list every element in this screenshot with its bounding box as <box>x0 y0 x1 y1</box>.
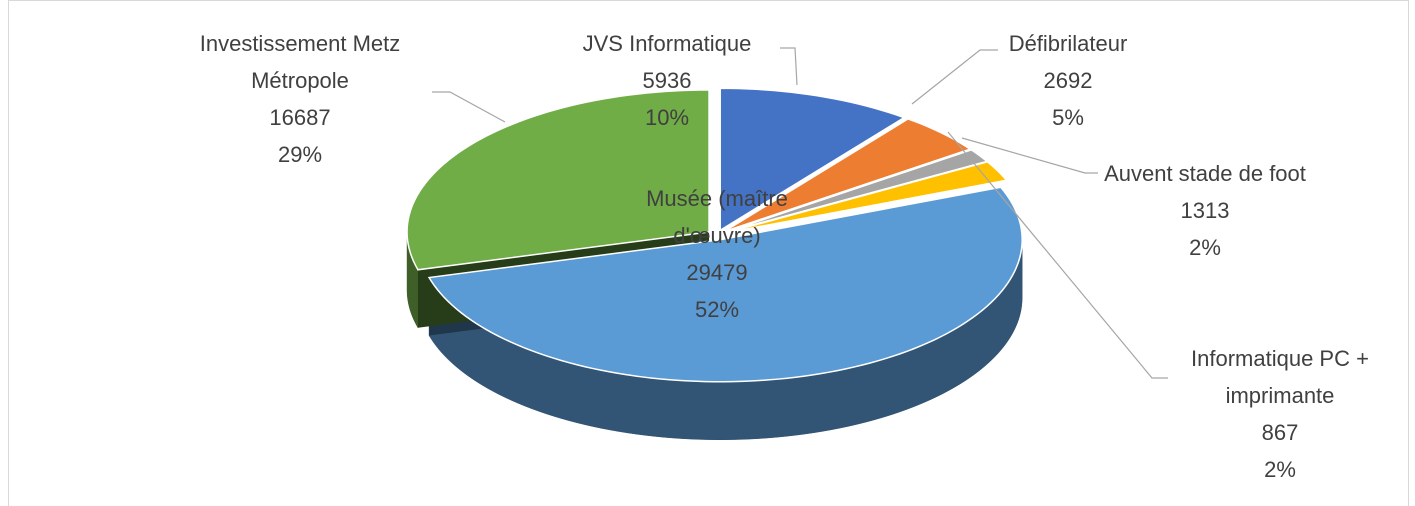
label-percent: 10% <box>644 105 690 130</box>
data-label: Musée (maître d'œuvre) 29479 52% <box>612 180 822 328</box>
leader-line <box>961 137 1098 174</box>
slice <box>725 160 1009 234</box>
data-label: Défibrilateur 2692 5% <box>958 25 1178 136</box>
slice <box>723 118 972 233</box>
data-label: Informatique PC + imprimante 867 2% <box>1165 340 1395 488</box>
leader-line <box>911 49 998 105</box>
slice <box>719 87 906 232</box>
label-value: 5936 <box>642 68 692 93</box>
leader-line <box>432 91 506 123</box>
label-percent: 2% <box>1189 235 1221 260</box>
data-label: JVS Informatique 5936 10% <box>527 25 807 136</box>
data-label: Investissement Metz Métropole 16687 29% <box>180 25 420 173</box>
label-category: JVS Informatique <box>582 31 752 56</box>
label-category: Défibrilateur <box>1008 31 1128 56</box>
label-percent: 2% <box>1264 457 1296 482</box>
label-percent: 29% <box>277 142 323 167</box>
leader-line <box>780 47 798 86</box>
label-value: 2692 <box>1043 68 1093 93</box>
leader-lines <box>432 47 1168 379</box>
chart-border <box>8 0 1409 506</box>
label-percent: 5% <box>1052 105 1084 130</box>
label-value: 1313 <box>1180 198 1230 223</box>
leader-line <box>947 131 1168 379</box>
label-value: 867 <box>1261 420 1299 445</box>
label-category: Investissement Metz Métropole <box>199 31 401 93</box>
label-value: 16687 <box>269 105 331 130</box>
data-label: Auvent stade de foot 1313 2% <box>1100 155 1310 266</box>
label-category: Musée (maître d'œuvre) <box>646 186 788 248</box>
label-percent: 52% <box>694 297 740 322</box>
label-category: Informatique PC + imprimante <box>1191 346 1369 408</box>
label-value: 29479 <box>686 260 748 285</box>
slice <box>427 186 1023 383</box>
label-category: Auvent stade de foot <box>1104 161 1306 186</box>
slice <box>406 89 710 271</box>
